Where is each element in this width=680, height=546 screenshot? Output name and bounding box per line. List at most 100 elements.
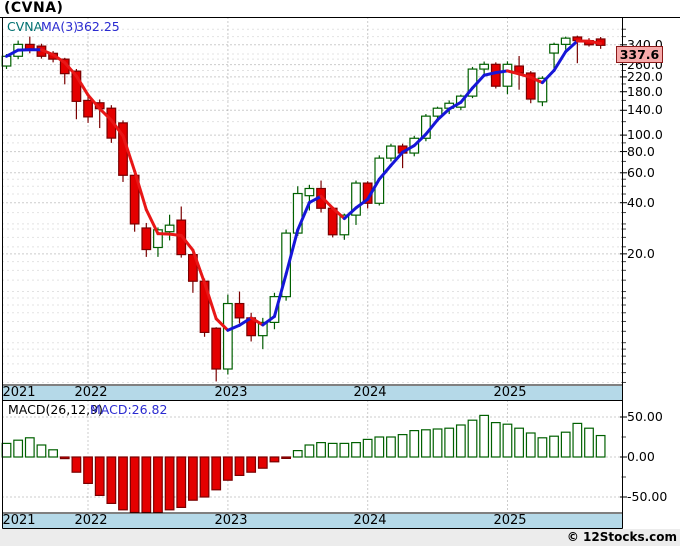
macd-bar [257, 456, 268, 469]
macd-x-axis-band: 2021 2022 2023 2024 2025 [2, 513, 622, 528]
price-axis-label: 80.0 [627, 143, 655, 159]
macd-bar [525, 432, 536, 458]
macd-axis-label: -50.00 [627, 489, 668, 504]
year-label: 2025 [493, 385, 527, 400]
ma3-line-segment [354, 197, 370, 210]
macd-bar [94, 456, 105, 497]
candle [386, 145, 396, 159]
macd-bar [48, 449, 58, 458]
macd-bar [374, 436, 385, 458]
ma3-line-segment [133, 169, 148, 212]
ma3-line-segment [587, 39, 603, 46]
macd-bar [502, 423, 513, 458]
ma3-line-segment [109, 118, 125, 138]
candle [188, 253, 198, 282]
ma3-line-segment [179, 233, 195, 252]
ma3-line-segment [63, 61, 78, 78]
macd-bar [118, 456, 128, 511]
year-label: 2023 [214, 385, 248, 400]
price-axis-label: 40.0 [627, 194, 655, 210]
ma3-line-segment [307, 194, 323, 205]
candle [281, 232, 291, 298]
ma3-line-segment [552, 50, 568, 72]
candle [211, 327, 222, 370]
price-axis-label: 100.0 [627, 127, 663, 143]
candle [490, 63, 501, 87]
macd-bar [316, 442, 326, 458]
macd-bar [386, 436, 396, 458]
candle [153, 229, 163, 249]
year-label: 2025 [493, 513, 527, 528]
macd-bar [362, 438, 373, 458]
ma3-line-segment [447, 100, 463, 111]
price-axis-label: 180.0 [627, 83, 663, 99]
ma3-line-segment [296, 201, 311, 232]
ma3-line-segment [377, 163, 393, 181]
ma3-line-segment [98, 107, 113, 122]
footer-strip [0, 529, 680, 546]
ma3-line-segment [389, 150, 405, 167]
macd-axis-label: 50.00 [627, 409, 663, 424]
year-label: 2021 [2, 513, 36, 528]
macd-bar [595, 434, 606, 458]
price-pane-border [2, 17, 623, 386]
macd-bar [421, 429, 431, 458]
candle [83, 99, 93, 118]
macd-bar [246, 456, 257, 473]
candle [572, 36, 583, 42]
macd-legend-label: MACD(26,12,9) [8, 402, 103, 417]
ma3-line-segment [424, 118, 440, 136]
candle [549, 43, 559, 54]
year-label: 2022 [74, 385, 108, 400]
macd-bar [199, 456, 210, 498]
price-axis-label: 140.0 [627, 102, 663, 118]
candle [13, 43, 24, 57]
macd-axis-label: 0.00 [627, 449, 655, 464]
ma3-line-segment [366, 177, 381, 201]
macd-bar [106, 456, 117, 505]
ma3-line-segment [482, 71, 498, 77]
price-axis-label: 60.0 [627, 164, 655, 180]
macd-bar [292, 450, 303, 458]
ma3-line-segment [74, 74, 90, 97]
macd-bar [432, 428, 443, 458]
year-label: 2023 [214, 513, 248, 528]
macd-bar [141, 456, 152, 514]
ma3-line-segment [203, 281, 218, 321]
candle [141, 227, 152, 251]
candle [374, 157, 385, 204]
candle [339, 214, 350, 236]
macd-bar [153, 456, 163, 514]
candle [24, 43, 35, 50]
ma3-line-segment [471, 73, 486, 90]
macd-bar [24, 437, 35, 458]
macd-bar [71, 456, 82, 473]
candle [118, 122, 128, 176]
candle [257, 321, 268, 337]
legend-symbol: CVNA [7, 19, 43, 34]
candle [432, 107, 443, 117]
ma3-line-segment [261, 314, 276, 327]
candle [409, 137, 420, 154]
candle [595, 38, 606, 46]
price-x-axis-band: 2021 2022 2023 2024 2025 [2, 385, 622, 400]
macd-bar [188, 456, 198, 501]
candle [479, 63, 490, 70]
macd-bar [176, 456, 187, 509]
ma3-line-segment [86, 93, 102, 111]
ma3-line-segment [214, 317, 230, 332]
macd-bar [479, 414, 490, 458]
ma3-line-segment [191, 248, 207, 285]
macd-bar [397, 434, 408, 458]
ma3-line-segment [401, 144, 416, 154]
macd-bar [222, 456, 233, 481]
ma3-line-segment [564, 39, 579, 54]
ma3-line-segment [529, 75, 544, 85]
candle [467, 68, 478, 97]
ma3-line-segment [319, 194, 335, 210]
legend-ma-label: MA(3) [41, 19, 79, 34]
candle [71, 70, 82, 102]
ma3-line-segment [412, 132, 428, 148]
year-label: 2022 [74, 513, 108, 528]
